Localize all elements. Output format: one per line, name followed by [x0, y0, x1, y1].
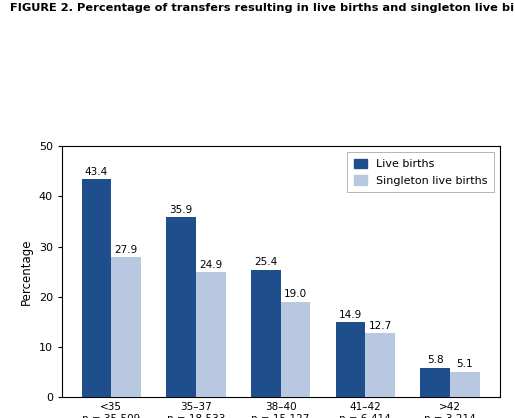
Bar: [365, 334, 395, 397]
Bar: [111, 257, 141, 397]
Text: 25.4: 25.4: [254, 257, 278, 267]
Text: 35.9: 35.9: [169, 204, 193, 214]
Bar: [420, 368, 450, 397]
Text: 5.1: 5.1: [456, 359, 473, 369]
Text: FIGURE 2. Percentage of transfers resulting in live births and singleton live bi: FIGURE 2. Percentage of transfers result…: [10, 3, 515, 13]
Bar: [251, 270, 281, 397]
Bar: [336, 322, 365, 397]
Text: 12.7: 12.7: [369, 321, 392, 331]
Text: 14.9: 14.9: [339, 310, 362, 320]
Legend: Live births, Singleton live births: Live births, Singleton live births: [347, 152, 494, 192]
Text: 27.9: 27.9: [114, 245, 138, 255]
Bar: [281, 302, 311, 397]
Bar: [196, 272, 226, 397]
Text: 5.8: 5.8: [427, 355, 443, 365]
Bar: [82, 179, 111, 397]
Text: 19.0: 19.0: [284, 289, 307, 299]
Bar: [166, 217, 196, 397]
Bar: [450, 372, 479, 397]
Text: 43.4: 43.4: [85, 167, 108, 177]
Y-axis label: Percentage: Percentage: [20, 238, 33, 305]
Text: 24.9: 24.9: [199, 260, 222, 270]
